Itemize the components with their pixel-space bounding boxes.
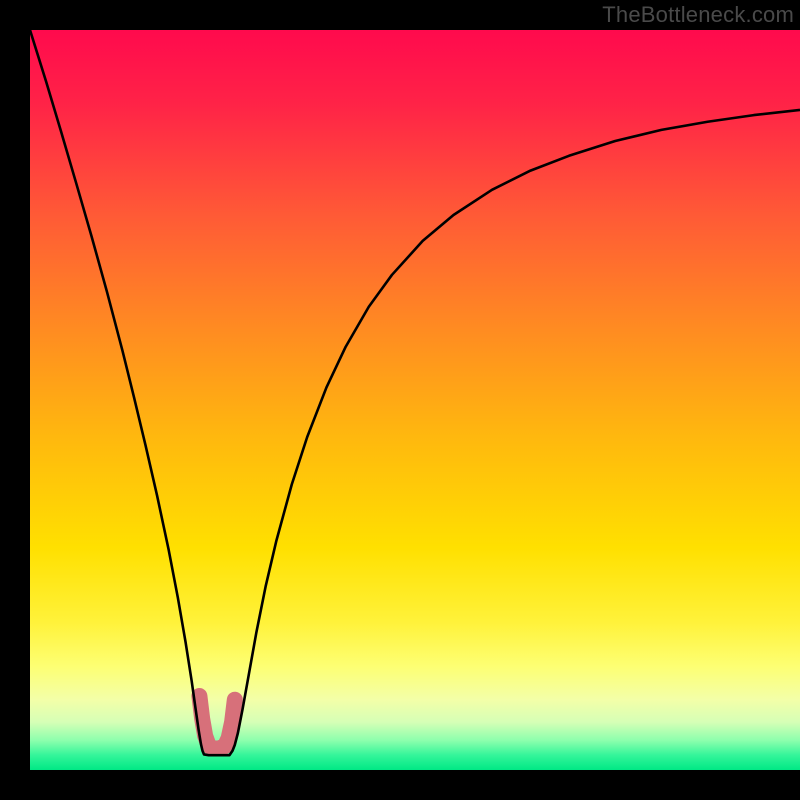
chart-svg xyxy=(30,30,800,770)
attribution-label: TheBottleneck.com xyxy=(602,2,794,28)
gradient-background xyxy=(30,30,800,770)
chart-frame: TheBottleneck.com xyxy=(0,0,800,800)
plot-area xyxy=(30,30,800,770)
